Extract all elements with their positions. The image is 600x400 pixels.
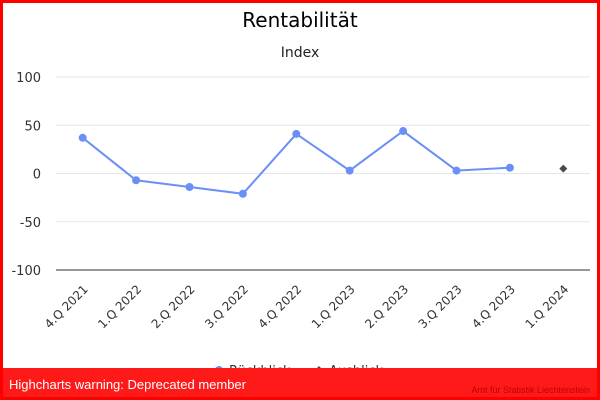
- x-tick-label: 3.Q 2022: [202, 282, 251, 331]
- series-2: [559, 164, 568, 173]
- chart-subtitle: Index: [281, 45, 320, 61]
- warning-banner: Highcharts warning: Deprecated member Am…: [0, 368, 600, 400]
- x-tick-label: 3.Q 2023: [416, 282, 465, 331]
- x-tick-label: 4.Q 2021: [42, 282, 91, 331]
- data-point[interactable]: [238, 189, 247, 198]
- data-point[interactable]: [452, 166, 461, 175]
- series-line: [82, 129, 510, 195]
- y-tick-label: 50: [24, 119, 41, 134]
- y-tick-label: -50: [20, 216, 41, 231]
- x-tick-label: 2.Q 2022: [149, 282, 198, 331]
- x-tick-label: 1.Q 2023: [309, 282, 358, 331]
- data-point[interactable]: [559, 164, 568, 173]
- gridlines: [56, 76, 590, 223]
- x-tick-label: 1.Q 2022: [95, 282, 144, 331]
- y-tick-label: 100: [16, 71, 41, 86]
- series-layer: [78, 127, 568, 198]
- y-axis-tick-labels: 100 50 0 -50 -100: [11, 71, 41, 279]
- x-axis-tick-labels: 4.Q 2021 1.Q 2022 2.Q 2022 3.Q 2022 4.Q 2022…: [42, 282, 572, 331]
- y-tick-label: -100: [11, 264, 41, 279]
- data-point[interactable]: [505, 163, 514, 172]
- credits-link[interactable]: Amt für Statistik Liechtenstein: [471, 385, 590, 395]
- data-point[interactable]: [132, 176, 141, 185]
- y-tick-label: 0: [33, 168, 41, 183]
- data-point[interactable]: [78, 133, 87, 142]
- data-point[interactable]: [399, 127, 408, 136]
- x-tick-label: 2.Q 2023: [362, 282, 411, 331]
- data-point[interactable]: [345, 166, 354, 175]
- x-tick-label: 4.Q 2022: [255, 282, 304, 331]
- x-tick-label: 4.Q 2023: [469, 282, 518, 331]
- data-point[interactable]: [185, 183, 194, 192]
- x-tick-label: 1.Q 2024: [522, 282, 571, 331]
- chart-title: Rentabilität: [242, 8, 358, 32]
- data-point[interactable]: [292, 129, 301, 138]
- warning-text: Highcharts warning: Deprecated member: [9, 377, 246, 392]
- series-1: [78, 127, 514, 198]
